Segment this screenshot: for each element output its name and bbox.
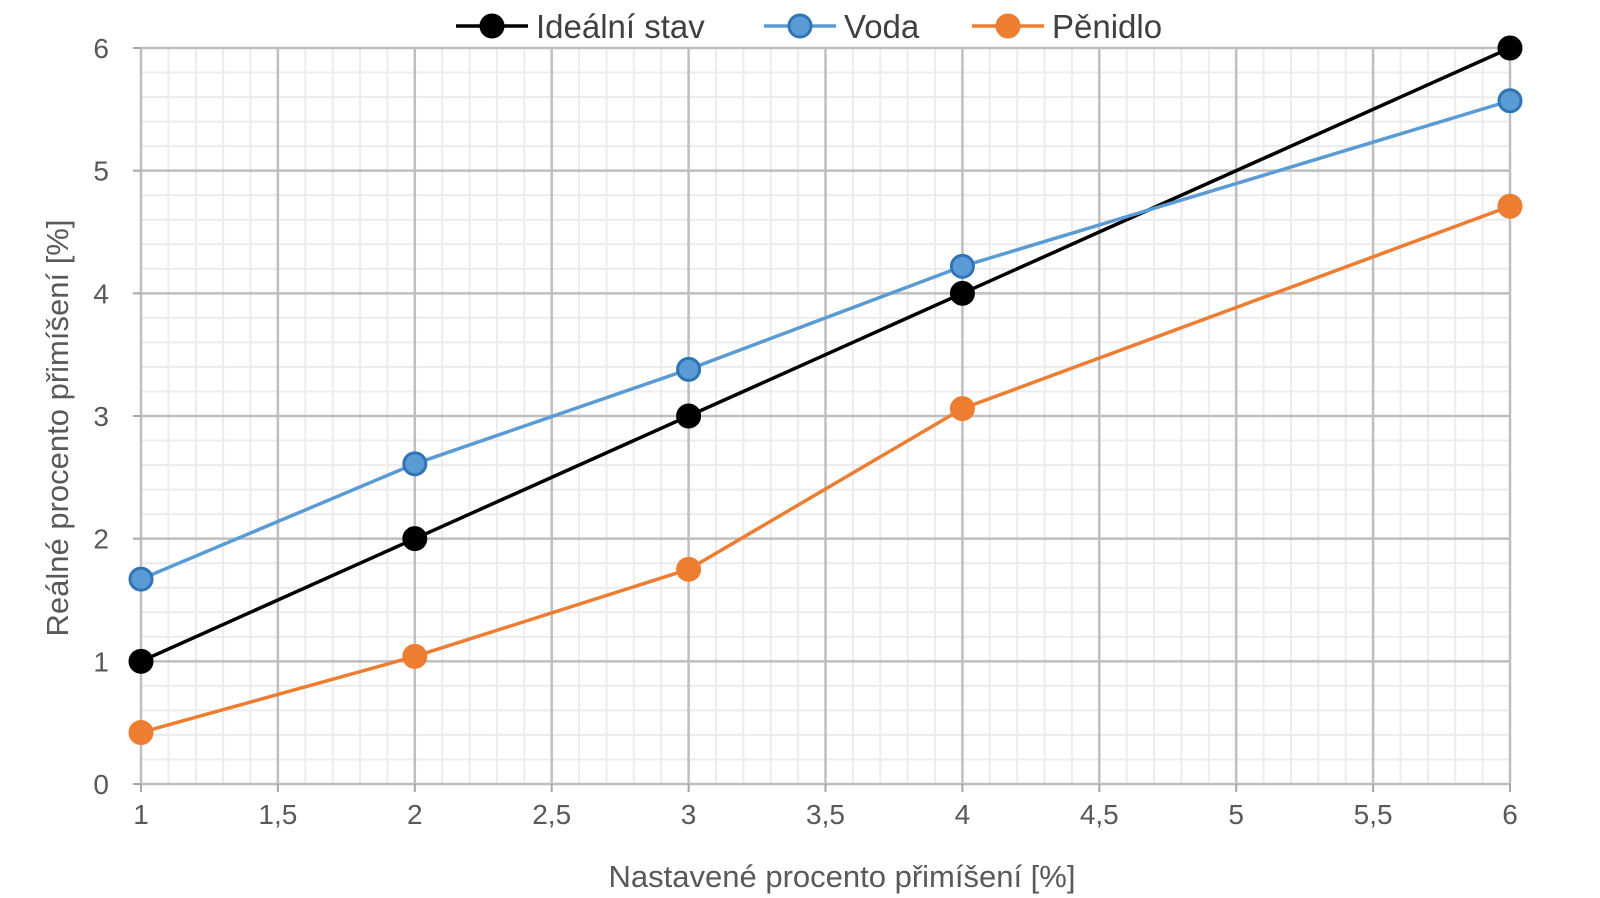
data-point-penidlo xyxy=(128,719,154,745)
axis-ticks xyxy=(133,47,1511,792)
legend-marker xyxy=(787,13,813,39)
legend-label: Ideální stav xyxy=(536,8,705,45)
x-tick-label: 6 xyxy=(1502,799,1518,830)
y-tick-label: 2 xyxy=(93,524,109,555)
legend-label: Pěnidlo xyxy=(1052,8,1162,45)
legend-item-idealni-stav: Ideální stav xyxy=(456,8,705,45)
x-tick-label: 2 xyxy=(407,799,423,830)
major-gridlines xyxy=(139,46,1512,786)
y-tick-label: 3 xyxy=(93,401,109,432)
legend-item-penidlo: Pěnidlo xyxy=(972,8,1162,45)
data-point-penidlo xyxy=(676,556,702,582)
legend: Ideální stav Voda Pěnidlo xyxy=(456,8,1162,45)
data-point-voda xyxy=(402,451,428,477)
legend-marker xyxy=(995,13,1021,39)
data-point-idealni-stav xyxy=(128,648,154,674)
x-tick-label: 5,5 xyxy=(1354,799,1393,830)
x-tick-label: 5 xyxy=(1228,799,1244,830)
x-tick-label: 4 xyxy=(955,799,971,830)
x-tick-label: 3,5 xyxy=(806,799,845,830)
x-axis-title: Nastavené procento přimíšení [%] xyxy=(609,859,1076,894)
data-point-voda xyxy=(128,566,154,592)
data-point-voda xyxy=(676,356,702,382)
x-tick-label: 1 xyxy=(133,799,149,830)
y-tick-label: 0 xyxy=(93,769,109,800)
x-tick-label: 4,5 xyxy=(1080,799,1119,830)
data-point-idealni-stav xyxy=(402,526,428,552)
data-point-penidlo xyxy=(1497,193,1523,219)
data-point-penidlo xyxy=(949,396,975,422)
y-tick-label: 5 xyxy=(93,156,109,187)
legend-item-voda: Voda xyxy=(764,8,920,45)
y-tick-label: 1 xyxy=(93,646,109,677)
data-point-idealni-stav xyxy=(1497,35,1523,61)
x-tick-label: 1,5 xyxy=(258,799,297,830)
data-point-penidlo xyxy=(402,643,428,669)
data-point-idealni-stav xyxy=(949,280,975,306)
data-point-voda xyxy=(949,253,975,279)
legend-marker xyxy=(479,13,505,39)
data-point-idealni-stav xyxy=(676,403,702,429)
x-tick-label: 3 xyxy=(681,799,697,830)
y-tick-label: 4 xyxy=(93,278,109,309)
data-point-voda xyxy=(1497,88,1523,114)
y-axis-title: Reálné procento přimíšení [%] xyxy=(40,220,75,637)
series-layer xyxy=(128,35,1523,745)
legend-label: Voda xyxy=(844,8,920,45)
y-tick-label: 6 xyxy=(93,33,109,64)
x-tick-label: 2,5 xyxy=(532,799,571,830)
